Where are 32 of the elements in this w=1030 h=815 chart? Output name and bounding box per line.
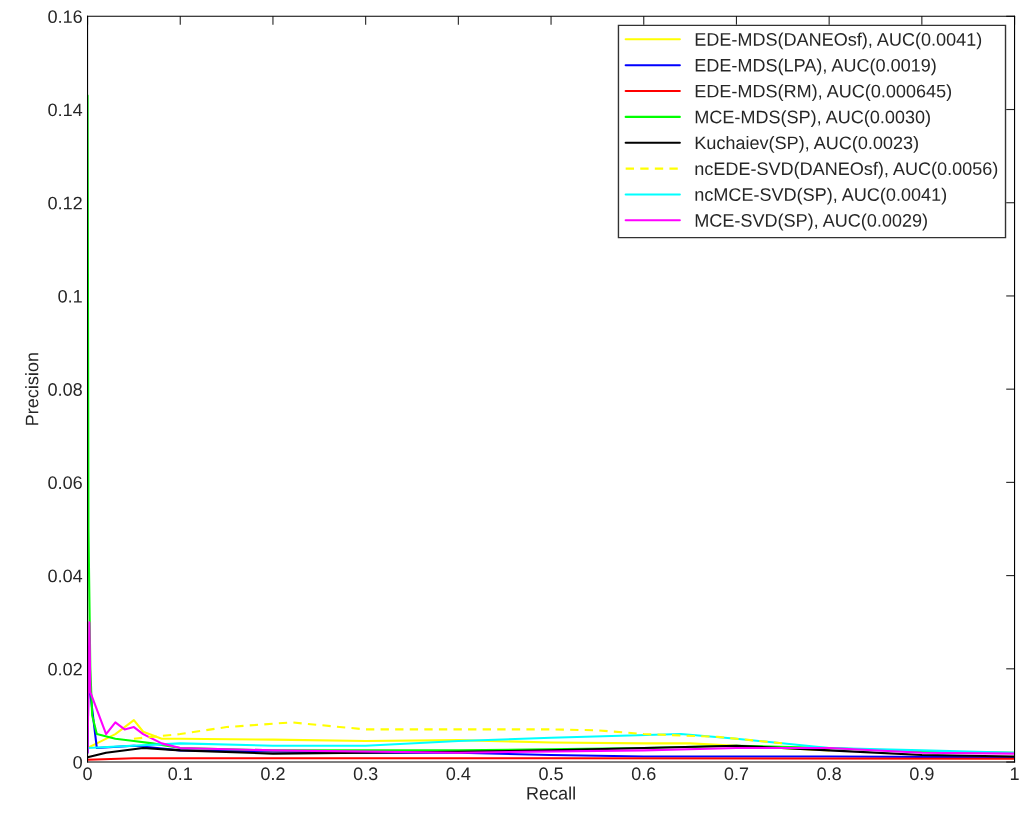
y-tick-label: 0.16 [48,10,82,24]
x-tick-label: 0.9 [910,767,934,781]
y-tick-label: 0.1 [58,289,82,303]
x-tick-label: 0.5 [539,767,563,781]
x-tick-label: 0.2 [261,767,285,781]
y-tick-label: 0.04 [48,569,83,583]
x-tick-label: 0 [83,767,92,781]
x-axis-title: Recall [527,786,575,800]
line-series [87,621,1015,755]
y-tick-label: 0.02 [48,662,82,676]
y-tick-label: 0.06 [48,476,82,490]
legend-label: ncMCE-SVD(SP), AUC(0.0041) [695,187,947,205]
legend-label: Kuchaiev(SP), AUC(0.0023) [695,135,918,153]
x-tick-label: 1 [1010,767,1019,780]
x-tick-label: 0.7 [724,767,749,781]
legend-label: ncEDE-SVD(DANEOsf), AUC(0.0056) [695,161,998,179]
y-tick-label: 0.14 [48,103,83,117]
x-tick-label: 0.6 [631,767,656,781]
y-tick-label: 0.12 [48,196,82,210]
x-tick-label: 0.4 [446,767,471,781]
y-tick-label: 0.08 [48,383,82,396]
legend-label: EDE-MDS(LPA), AUC(0.0019) [695,58,936,76]
legend-label: MCE-MDS(SP), AUC(0.0030) [695,110,930,127]
x-tick-label: 0.1 [168,767,192,781]
legend-label: EDE-MDS(RM), AUC(0.000645) [695,84,952,102]
legend-label: MCE-SVD(SP), AUC(0.0029) [695,213,927,231]
y-axis-title: Precision [25,353,39,425]
legend-label: EDE-MDS(DANEOsf), AUC(0.0041) [695,32,982,50]
y-tick-label: 0 [73,755,82,769]
x-tick-label: 0.3 [353,767,378,781]
x-tick-label: 0.8 [817,767,841,781]
line-series [87,733,1015,754]
